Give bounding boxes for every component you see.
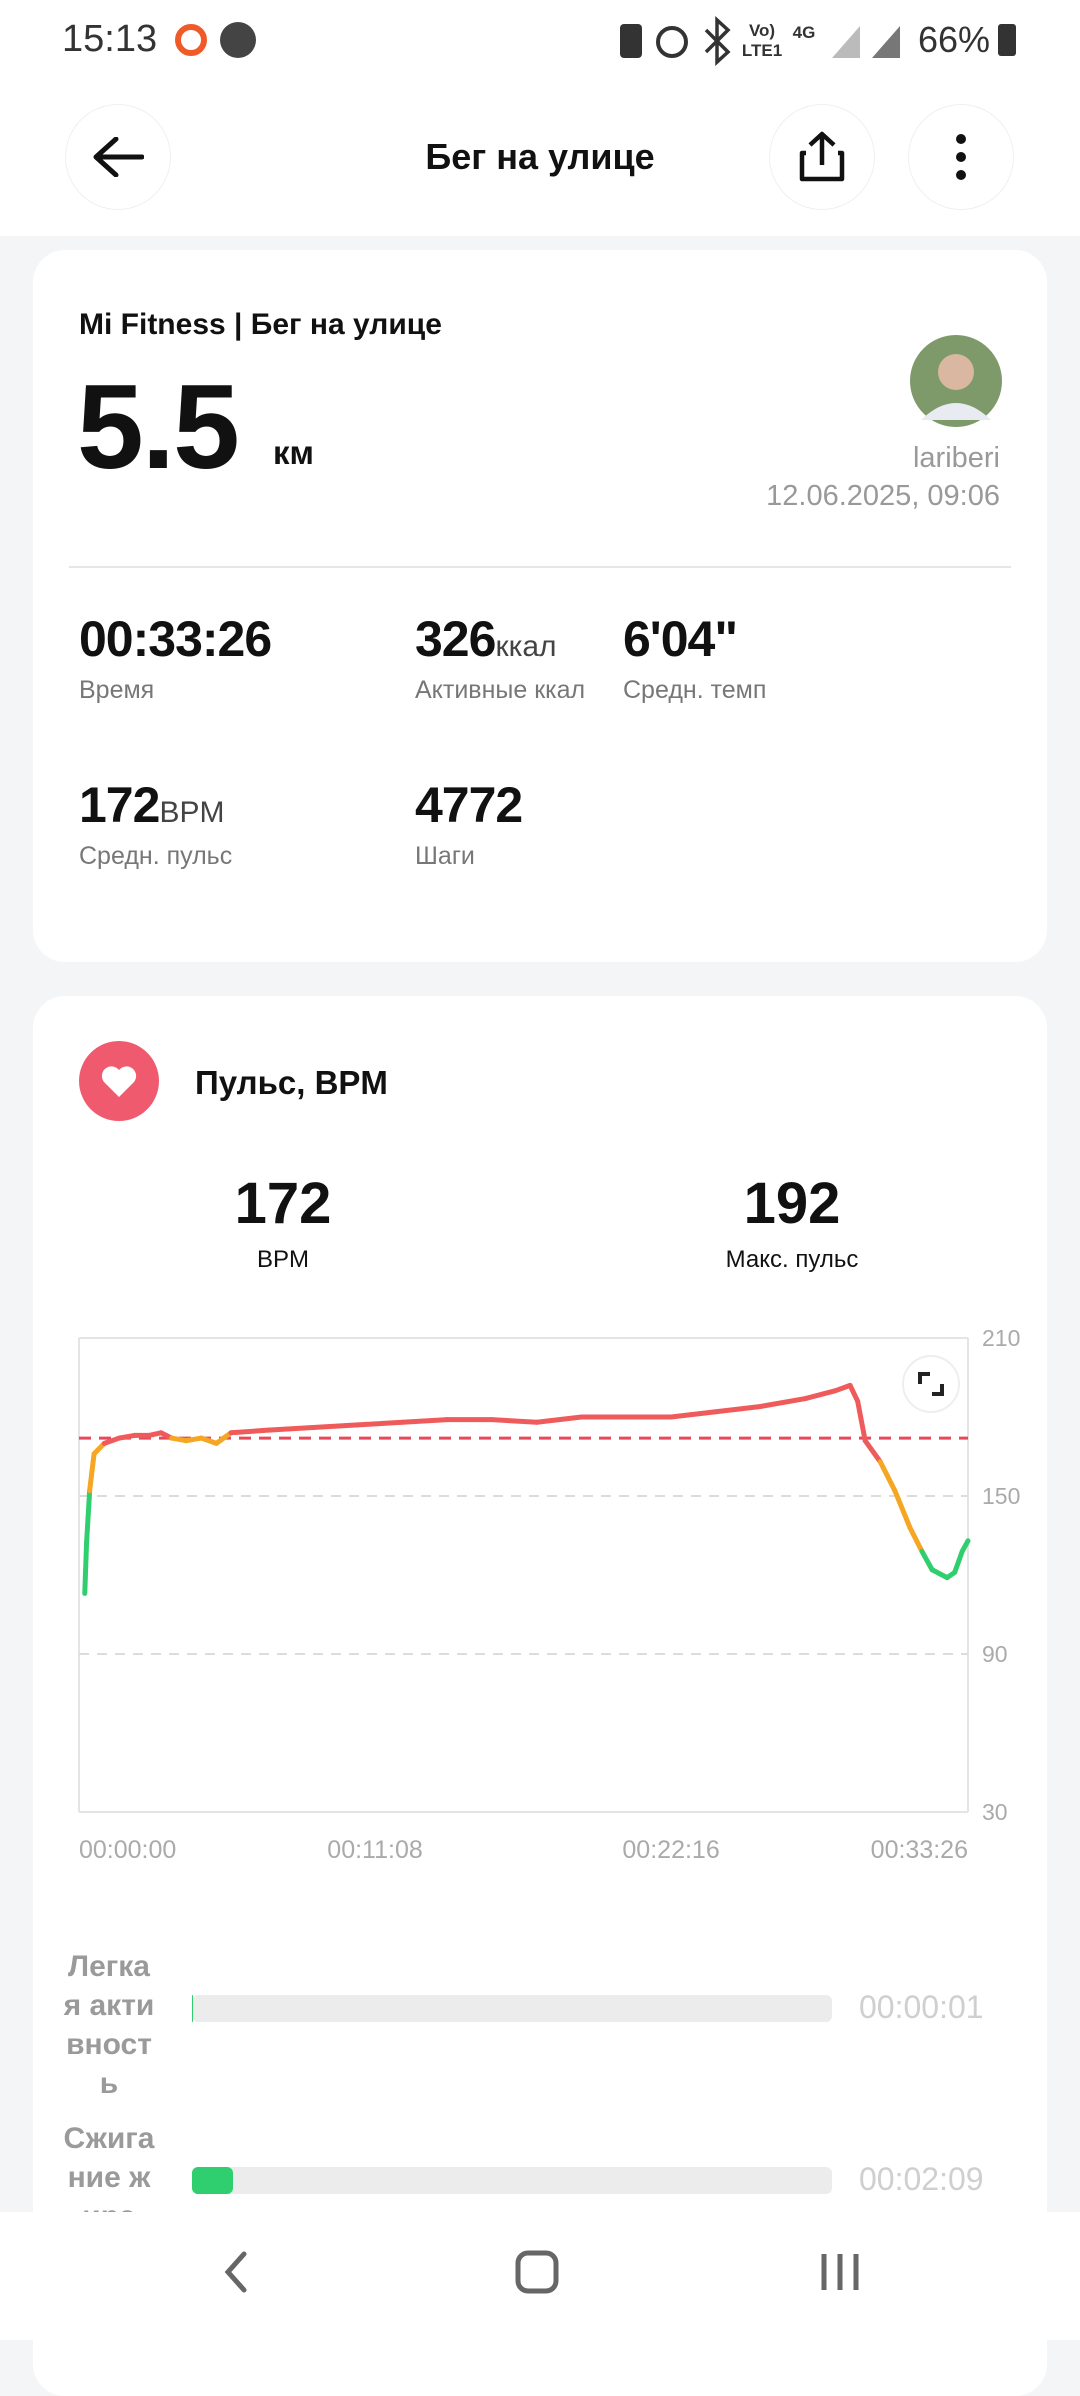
heart-rate-segment [761, 1399, 806, 1407]
y-tick-label: 210 [982, 1325, 1020, 1351]
zone-track [192, 1995, 832, 2022]
heart-rate-segment [910, 1528, 922, 1552]
zone-bar [192, 2167, 233, 2194]
heart-rate-segment [880, 1462, 895, 1491]
zone-time: 00:00:01 [859, 1989, 984, 2026]
zone-track [192, 2167, 832, 2194]
heart-rate-segment [87, 1491, 90, 1544]
x-tick-label: 00:11:08 [327, 1836, 422, 1864]
zone-name: Легкая активность [60, 1947, 158, 2103]
screen: 15:13 Vo) LTE1 4G 66% Бег на улице Mi Fi… [0, 0, 1080, 2340]
heart-rate-segment [671, 1412, 716, 1417]
heart-rate-segment [716, 1406, 761, 1411]
x-tick-label: 00:00:00 [79, 1836, 176, 1864]
nav-recents[interactable] [824, 2254, 856, 2290]
heart-rate-segment [268, 1428, 313, 1431]
nav-home[interactable] [518, 2253, 556, 2291]
y-tick-label: 90 [982, 1641, 1008, 1667]
zone-time: 00:02:09 [859, 2161, 984, 2198]
y-tick-label: 30 [982, 1799, 1008, 1825]
heart-rate-segment [85, 1543, 87, 1593]
y-tick-label: 150 [982, 1483, 1020, 1509]
expand-button [903, 1356, 959, 1412]
heart-rate-segment [955, 1551, 963, 1572]
nav-icons [0, 2212, 1080, 2340]
heart-rate-segment [231, 1430, 268, 1433]
heart-rate-segment [492, 1420, 537, 1423]
heart-rate-segment [805, 1391, 835, 1399]
nav-back[interactable] [228, 2254, 244, 2290]
heart-rate-segment [932, 1570, 947, 1578]
x-tick-label: 00:33:26 [871, 1836, 968, 1864]
heart-rate-segment [537, 1417, 582, 1422]
heart-rate-segment [865, 1441, 880, 1462]
heart-rate-segment [358, 1422, 403, 1425]
heart-rate-segment [858, 1401, 866, 1441]
heart-rate-segment [850, 1385, 858, 1401]
x-tick-label: 00:22:16 [622, 1836, 719, 1864]
heart-rate-segment [90, 1454, 94, 1491]
heart-rate-segment [313, 1425, 358, 1428]
heart-rate-segment [922, 1551, 932, 1569]
nav-bar [0, 2212, 1080, 2340]
heart-rate-segment [403, 1420, 448, 1423]
